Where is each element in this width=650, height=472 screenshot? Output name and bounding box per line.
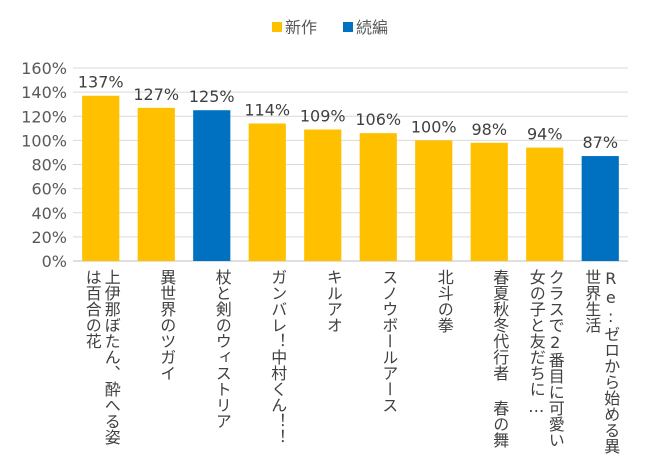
y-tick-label: 40% bbox=[31, 204, 67, 223]
bar bbox=[193, 110, 231, 261]
data-label: 127% bbox=[133, 85, 179, 104]
x-tick-label: 上伊那ぼたん、酔へる姿は百合の花 bbox=[82, 269, 121, 445]
legend-swatch bbox=[343, 22, 353, 32]
bar bbox=[137, 107, 175, 262]
legend-label: 新作 bbox=[285, 18, 317, 37]
bar bbox=[359, 133, 397, 261]
y-tick-label: 0% bbox=[42, 252, 67, 271]
data-label: 98% bbox=[471, 120, 507, 139]
data-label: 125% bbox=[189, 87, 235, 106]
legend-label: 続編 bbox=[356, 18, 388, 37]
x-tick-label: クラスで2番目に可愛い女の子と友だちに… bbox=[526, 269, 565, 448]
x-tick-label: 杖と剣のウィストリア bbox=[212, 269, 232, 429]
y-tick-label: 80% bbox=[31, 156, 67, 175]
bar bbox=[82, 95, 120, 262]
y-tick-label: 160% bbox=[21, 59, 67, 78]
bar bbox=[415, 140, 453, 261]
y-tick-label: 60% bbox=[31, 180, 67, 199]
data-label: 94% bbox=[527, 125, 563, 144]
data-label: 87% bbox=[582, 133, 618, 152]
data-label: 109% bbox=[300, 107, 346, 126]
y-tick-label: 140% bbox=[21, 83, 67, 102]
x-tick-label: 異世界のツガイ bbox=[157, 269, 177, 381]
data-label: 100% bbox=[411, 117, 457, 136]
y-axis-tick-labels: 0% 20% 40% 60% 80% 100% 120% 140% 160% bbox=[21, 59, 67, 271]
bar bbox=[248, 123, 286, 261]
x-tick-label: キルアオ bbox=[323, 269, 343, 333]
y-tick-label: 20% bbox=[31, 228, 67, 247]
data-label: 106% bbox=[355, 110, 401, 129]
x-tick-label: 春夏秋冬代行者 春の舞 bbox=[490, 269, 510, 448]
bar bbox=[526, 147, 564, 261]
bar bbox=[470, 142, 508, 261]
x-tick-label: スノウボールアース bbox=[379, 269, 399, 413]
bar bbox=[304, 129, 342, 261]
data-labels: 137% 127% 125% 114% 109% 106% 100% 98% 94% 87% bbox=[78, 73, 618, 152]
bars bbox=[82, 95, 619, 262]
y-tick-label: 100% bbox=[21, 131, 67, 150]
bar bbox=[581, 156, 619, 261]
x-tick-label: Re:ゼロから始める異世界生活 bbox=[582, 269, 621, 454]
data-label: 137% bbox=[78, 73, 124, 92]
legend: 新作 続編 bbox=[272, 18, 388, 37]
legend-swatch bbox=[272, 22, 282, 32]
y-tick-label: 120% bbox=[21, 107, 67, 126]
x-tick-label: ガンバレ！中村くん！！ bbox=[268, 269, 288, 445]
data-label: 114% bbox=[244, 100, 290, 119]
x-tick-label: 北斗の拳 bbox=[434, 269, 454, 333]
